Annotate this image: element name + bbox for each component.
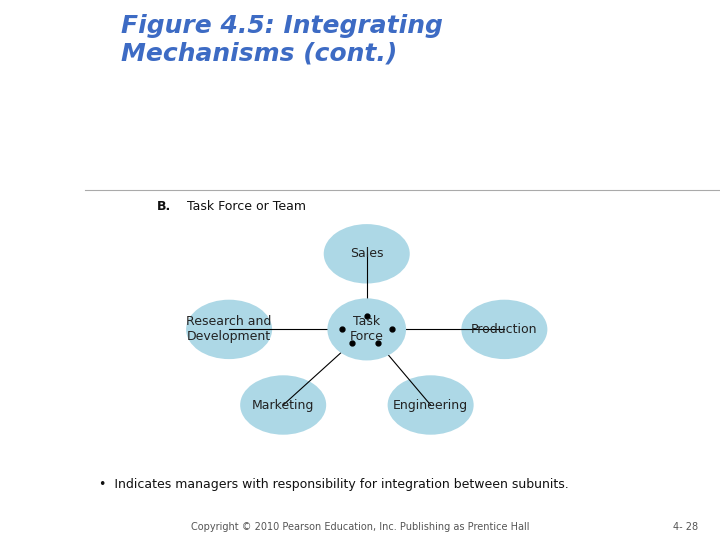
Text: B.: B. <box>157 200 171 213</box>
Ellipse shape <box>462 300 547 359</box>
Text: 4- 28: 4- 28 <box>673 522 698 532</box>
Text: Research and
Development: Research and Development <box>186 315 271 343</box>
Ellipse shape <box>387 375 474 435</box>
Ellipse shape <box>324 224 410 284</box>
Text: Engineering: Engineering <box>393 399 468 411</box>
Text: •  Indicates managers with responsibility for integration between subunits.: • Indicates managers with responsibility… <box>99 478 569 491</box>
Ellipse shape <box>328 298 406 361</box>
Text: Copyright © 2010 Pearson Education, Inc. Publishing as Prentice Hall: Copyright © 2010 Pearson Education, Inc.… <box>191 522 529 532</box>
Text: Figure 4.5: Integrating
Mechanisms (cont.): Figure 4.5: Integrating Mechanisms (cont… <box>121 14 443 65</box>
Text: Sales: Sales <box>350 247 384 260</box>
Text: Task Force or Team: Task Force or Team <box>179 200 305 213</box>
Ellipse shape <box>240 375 326 435</box>
Text: Task
Force: Task Force <box>350 315 384 343</box>
Ellipse shape <box>186 300 272 359</box>
Text: Marketing: Marketing <box>252 399 315 411</box>
Text: Production: Production <box>471 323 538 336</box>
